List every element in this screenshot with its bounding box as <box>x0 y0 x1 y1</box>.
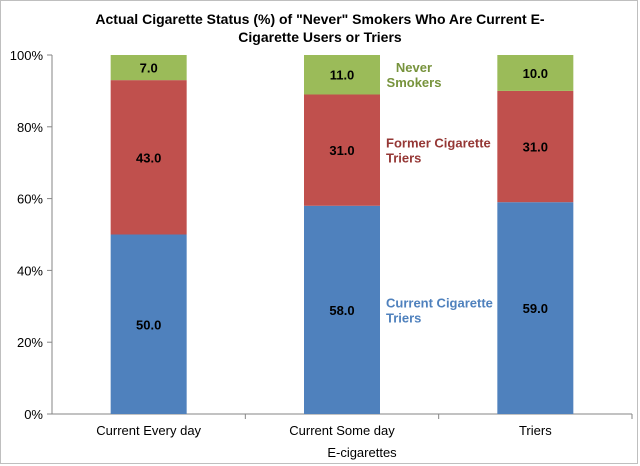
x-axis-title: E-cigarettes <box>327 445 397 460</box>
y-tick-label: 40% <box>17 263 43 278</box>
bar-value-label: 10.0 <box>523 66 548 81</box>
bar-segment <box>304 94 380 206</box>
y-tick-label: 60% <box>17 192 43 207</box>
bar-value-label: 59.0 <box>523 301 548 316</box>
y-tick-label: 20% <box>17 335 43 350</box>
y-tick-label: 0% <box>24 407 43 422</box>
x-tick-label: Current Some day <box>289 423 395 438</box>
bar-segment <box>304 55 380 95</box>
bar-segment <box>110 234 187 414</box>
legend-label: Smokers <box>387 75 442 90</box>
legend-label: Triers <box>386 151 421 166</box>
bar-value-label: 43.0 <box>136 150 161 165</box>
y-tick-label: 100% <box>10 48 44 63</box>
legend-label: Never <box>396 60 432 75</box>
chart-title-line1: Actual Cigarette Status (%) of "Never" S… <box>95 11 545 27</box>
bar-segment <box>497 55 574 91</box>
bar-segment <box>497 90 574 203</box>
legend-label: Former Cigarette <box>386 136 491 151</box>
x-tick-label: Current Every day <box>96 423 201 438</box>
y-tick-label: 80% <box>17 120 43 135</box>
chart-title-line2: Cigarette Users or Triers <box>238 29 402 45</box>
legend-label: Triers <box>386 310 421 325</box>
bar-segment <box>497 202 574 414</box>
bar-value-label: 7.0 <box>140 61 158 76</box>
bar-segment <box>110 80 187 235</box>
x-tick-label: Triers <box>519 423 552 438</box>
bar-value-label: 11.0 <box>330 68 355 83</box>
bar-segment <box>110 55 187 81</box>
legend-label: Current Cigarette <box>386 295 493 310</box>
bar-segment <box>304 205 380 414</box>
bar-value-label: 31.0 <box>523 140 548 155</box>
bar-value-label: 58.0 <box>329 303 354 318</box>
bar-value-label: 50.0 <box>136 317 161 332</box>
bar-value-label: 31.0 <box>329 143 354 158</box>
